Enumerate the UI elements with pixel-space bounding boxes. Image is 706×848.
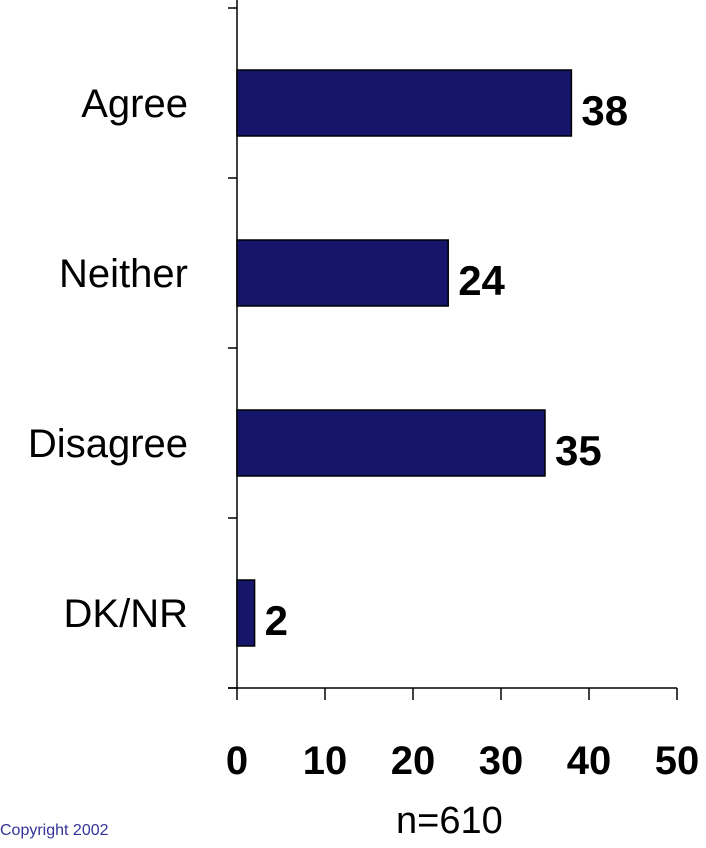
chart-bars (236, 69, 573, 647)
copyright-notice: Copyright 2002 (0, 822, 109, 839)
bar (236, 239, 449, 307)
data-label: 38 (581, 87, 628, 134)
data-label: 2 (265, 597, 288, 644)
bar (236, 579, 256, 647)
category-label: Disagree (28, 422, 188, 466)
bar (236, 409, 546, 477)
sample-size-label: n=610 (396, 800, 503, 842)
category-label: Agree (81, 82, 188, 126)
x-tick-label: 0 (226, 739, 248, 783)
category-label: Neither (59, 252, 188, 296)
x-tick-label: 30 (479, 739, 524, 783)
x-tick-label: 20 (391, 739, 436, 783)
bar-chart: 0 10 20 30 40 50 Agree 38 Neither 24 Disagree 35 DK/… (28, 0, 699, 783)
data-label: 35 (555, 427, 602, 474)
x-tick-label: 10 (303, 739, 348, 783)
data-label: 24 (458, 257, 505, 304)
category-label: DK/NR (64, 592, 188, 636)
chart-labels: 0 10 20 30 40 50 Agree 38 Neither 24 Disagree 35 DK/… (28, 82, 699, 783)
x-tick-label: 40 (567, 739, 612, 783)
x-tick-label: 50 (655, 739, 700, 783)
bar (236, 69, 573, 137)
